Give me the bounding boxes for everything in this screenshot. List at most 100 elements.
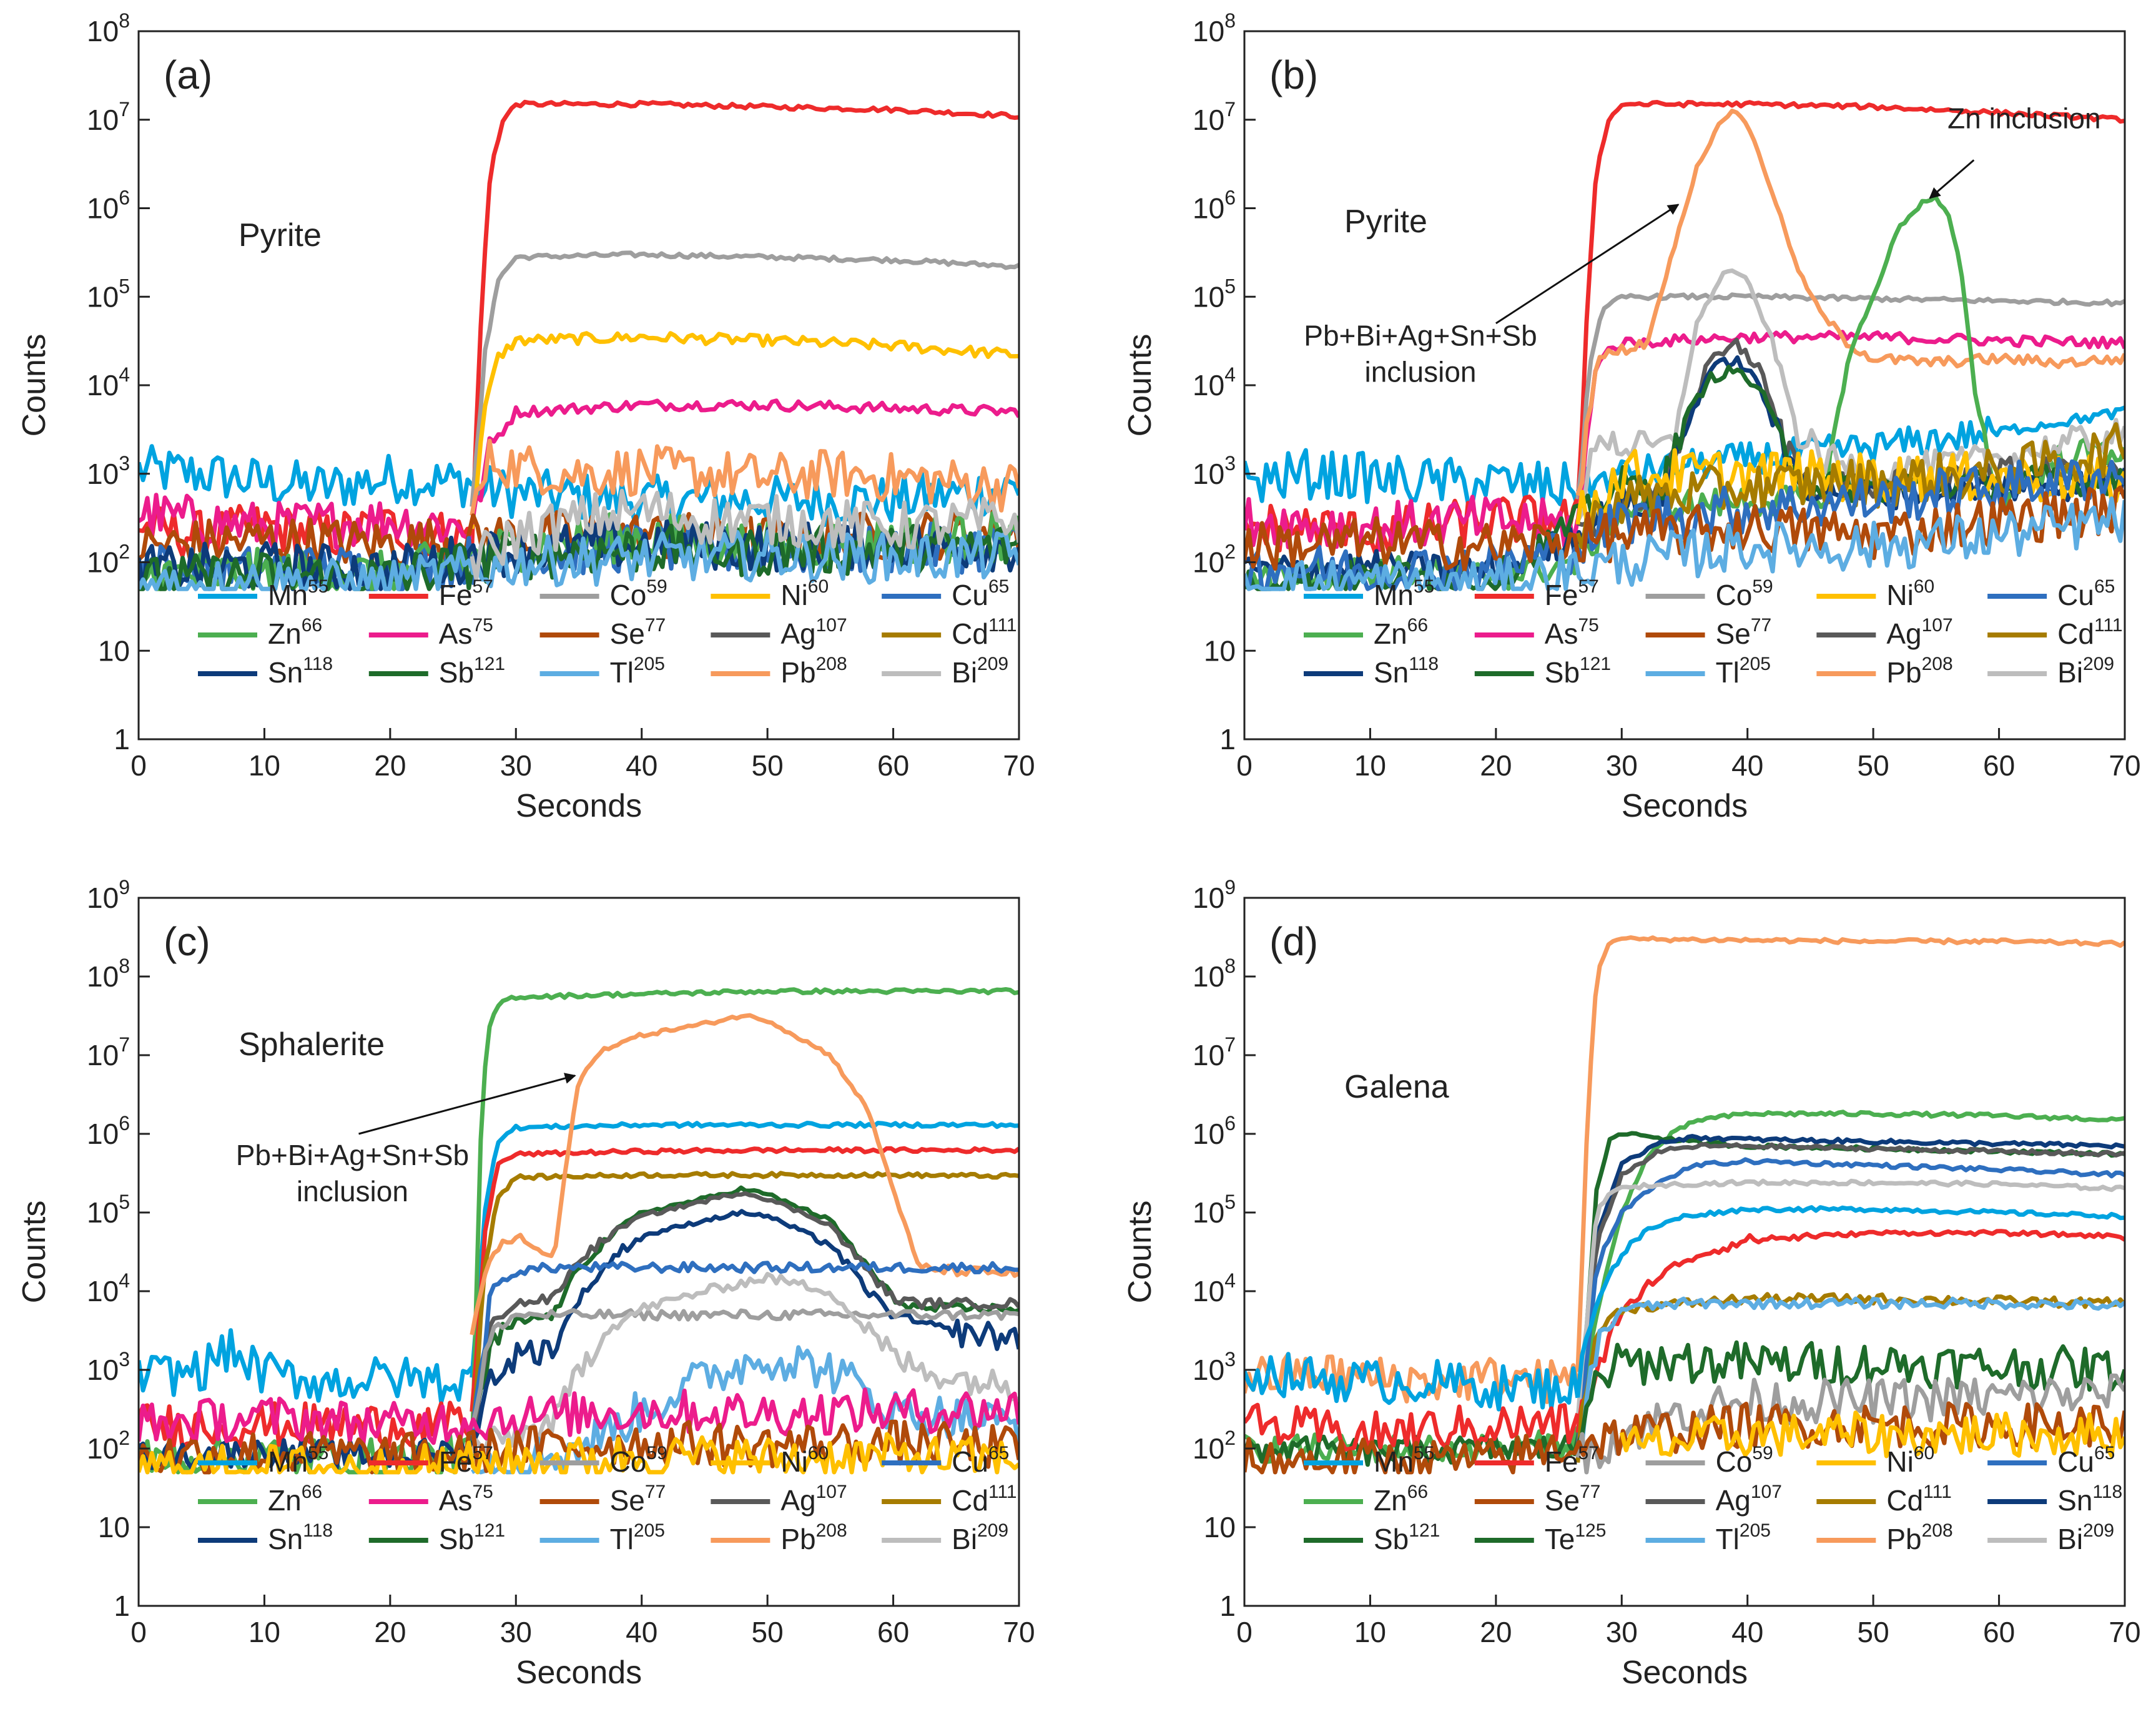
legend-label: Bi209 <box>2057 654 2114 689</box>
legend-label: Co59 <box>1716 576 1773 611</box>
x-tick-label: 40 <box>1731 749 1763 782</box>
legend-item-zn: Zn66 <box>1304 1482 1428 1517</box>
x-tick-label: 20 <box>1480 749 1512 782</box>
legend-label: Ag107 <box>1716 1482 1782 1517</box>
series-line-ag-d <box>1575 1142 2125 1445</box>
legend-item-cu: Cu65 <box>1987 576 2115 611</box>
legend-item-sb: Sb121 <box>368 654 505 689</box>
panel-c: 0 10 20 30 40 50 60 70 1 10 102 103 104 105 106 107 108 1… <box>16 876 1035 1691</box>
legend-item-se: Se77 <box>1645 615 1771 650</box>
panel-label: (c) <box>164 919 210 964</box>
series-line-mn-d-1 <box>1575 1205 2125 1398</box>
legend-item-ni: Ni60 <box>1816 576 1934 611</box>
series-line-sb-c <box>470 1185 1019 1450</box>
panel-label: (b) <box>1269 52 1318 97</box>
x-tick-label: 70 <box>2109 1616 2140 1648</box>
series-line-mn-d <box>1244 1352 1580 1412</box>
legend-label: Pb208 <box>1886 1520 1952 1555</box>
plot-frame <box>137 897 1020 1607</box>
y-tick-label: 1 <box>114 1590 130 1622</box>
y-tick-label: 104 <box>87 1269 130 1307</box>
legend-label: Bi209 <box>2057 1520 2114 1555</box>
y-tick-label: 102 <box>1193 541 1236 579</box>
legend-item-ni: Ni60 <box>1816 1443 1934 1478</box>
legend-label: Bi209 <box>952 654 1008 689</box>
series-line-bi-a <box>470 488 1019 581</box>
series-line-as-a <box>139 493 473 553</box>
legend-item-pb: Pb208 <box>1816 654 1953 689</box>
legend-label: Co59 <box>610 1443 667 1478</box>
series-line-zn-c-1 <box>470 987 1019 1459</box>
legend-label: Cu65 <box>2057 1443 2115 1478</box>
legend-label: As75 <box>439 615 493 650</box>
x-tick-label: 10 <box>249 749 280 782</box>
legend-label: Sn118 <box>1374 654 1439 689</box>
legend-label: Tl205 <box>1716 654 1771 689</box>
legend-label: Ag107 <box>1886 615 1952 650</box>
legend-item-cu: Cu65 <box>1987 1443 2115 1478</box>
x-axis-label: Seconds <box>1622 788 1748 824</box>
legend-item-sn: Sn118 <box>1304 654 1439 689</box>
legend-label: Fe57 <box>1545 576 1599 611</box>
legend-item-zn: Zn66 <box>198 615 322 650</box>
legend-label: Fe57 <box>439 576 493 611</box>
series-group <box>1244 935 2125 1475</box>
series-line-ni-d <box>1619 1410 2125 1459</box>
legend-label: Ni60 <box>780 576 829 611</box>
legend-item-mn: Mn55 <box>198 576 328 611</box>
y-tick-label: 102 <box>87 541 130 579</box>
legend-label: Fe57 <box>439 1443 493 1478</box>
legend-item-sb: Sb121 <box>368 1520 505 1555</box>
y-tick-label: 103 <box>1193 452 1236 490</box>
legend-item-cd: Cd111 <box>882 615 1017 650</box>
panel-d: 0 10 20 30 40 50 60 70 1 10 102 103 104 105 106 107 108 1… <box>1122 876 2141 1691</box>
legend-item-cd: Cd111 <box>1816 1482 1952 1517</box>
series-line-fe-c-1 <box>470 1146 1019 1412</box>
legend-label: As75 <box>1545 615 1599 650</box>
series-line-co-b <box>1575 292 2125 500</box>
legend-label: Cd111 <box>2057 615 2122 650</box>
series-line-fe-a-1 <box>470 99 1019 548</box>
series-line-fe-b-1 <box>1575 100 2125 507</box>
series-line-tl-d <box>1576 1296 2125 1451</box>
series-line-tl-a <box>139 529 1019 591</box>
x-tick-label: 10 <box>249 1616 280 1648</box>
x-tick-label: 50 <box>1858 749 1889 782</box>
mineral-title: Sphalerite <box>239 1026 385 1063</box>
legend-item-bi: Bi209 <box>1987 1520 2114 1555</box>
y-tick-label: 109 <box>1193 876 1236 914</box>
legend-item-fe: Fe57 <box>368 1443 493 1478</box>
x-tick-label: 0 <box>1236 1616 1253 1648</box>
legend-label: Fe57 <box>1545 1443 1599 1478</box>
legend-item-mn: Mn55 <box>1304 576 1434 611</box>
legend-label: Se77 <box>1545 1482 1601 1517</box>
legend-item-mn: Mn55 <box>1304 1443 1434 1478</box>
series-line-mn-c-1 <box>470 1121 1019 1378</box>
legend-label: Zn66 <box>1374 615 1428 650</box>
y-tick-label: 10 <box>98 634 130 667</box>
y-axis-label: Counts <box>1122 334 1158 437</box>
x-tick-label: 20 <box>1480 1616 1512 1648</box>
legend-item-sn: Sn118 <box>198 1520 333 1555</box>
legend-item-te: Te125 <box>1474 1520 1606 1555</box>
series-line-as-a-1 <box>470 398 1019 525</box>
legend-item-pb: Pb208 <box>1816 1520 1953 1555</box>
legend-label: Tl205 <box>610 654 665 689</box>
legend: Mn55 Fe57 Co59 Ni60 Cu65 Zn66 Se77 Ag107 Cd111 Sn… <box>1304 1443 2122 1555</box>
y-tick-label: 104 <box>1193 1269 1236 1307</box>
legend-label: Mn55 <box>268 1443 328 1478</box>
series-line-ni-a <box>470 331 1019 529</box>
legend-item-as: As75 <box>1474 615 1599 650</box>
y-tick-label: 107 <box>87 98 130 136</box>
legend-item-se: Se77 <box>539 615 666 650</box>
legend-item-tl: Tl205 <box>1645 1520 1771 1555</box>
legend-item-zn: Zn66 <box>1304 615 1428 650</box>
y-tick-label: 103 <box>87 452 130 490</box>
legend-item-sb: Sb121 <box>1474 654 1611 689</box>
y-tick-label: 105 <box>87 1191 130 1229</box>
legend-item-ag: Ag107 <box>1645 1482 1782 1517</box>
series-group <box>139 987 1019 1475</box>
legend-item-sb: Sb121 <box>1304 1520 1440 1555</box>
